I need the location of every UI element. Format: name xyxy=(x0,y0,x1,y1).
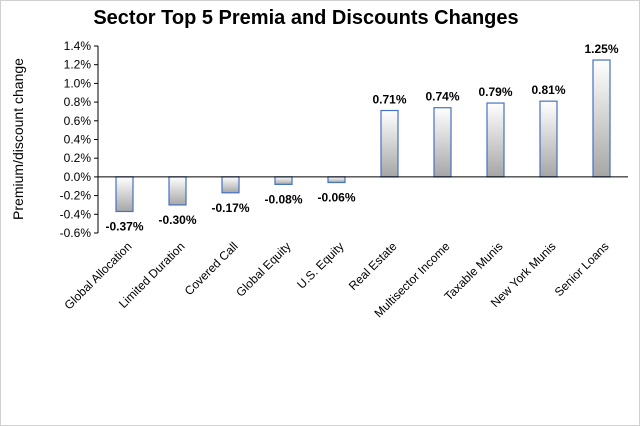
data-label: 0.81% xyxy=(531,83,565,97)
x-tick-label: Real Estate xyxy=(346,239,400,293)
y-tick-label: 0.0% xyxy=(64,170,92,184)
y-tick-label: 1.0% xyxy=(64,76,92,90)
bar-global-equity xyxy=(274,176,293,185)
data-label: 1.25% xyxy=(584,42,618,56)
y-tick-label: 1.4% xyxy=(64,39,92,53)
y-tick-label: 0.8% xyxy=(64,95,92,109)
data-label: -0.17% xyxy=(211,201,249,215)
data-label: -0.37% xyxy=(105,219,143,233)
bar-global-allocation xyxy=(115,176,134,213)
bar-covered-call xyxy=(221,176,240,194)
y-tick-label: -0.4% xyxy=(60,207,92,221)
bar-senior-loans xyxy=(592,59,611,178)
bar-real-estate xyxy=(380,109,399,178)
chart-title: Sector Top 5 Premia and Discounts Change… xyxy=(93,7,519,29)
bar-taxable-munis xyxy=(486,102,505,178)
bar-limited-duration xyxy=(168,176,187,206)
y-tick-label: -0.2% xyxy=(60,189,92,203)
bar-new-york-munis xyxy=(539,100,558,178)
y-tick-label: -0.6% xyxy=(60,226,92,240)
data-label: -0.06% xyxy=(317,191,355,205)
y-tick-label: 0.4% xyxy=(64,133,92,147)
data-label: 0.74% xyxy=(425,90,459,104)
data-label: -0.08% xyxy=(264,192,302,206)
x-tick-label: Covered Call xyxy=(182,239,241,298)
x-tick-label: U.S. Equity xyxy=(294,239,346,291)
data-label: 0.79% xyxy=(478,85,512,99)
y-tick-label: 0.6% xyxy=(64,114,92,128)
y-tick-label: 0.2% xyxy=(64,151,92,165)
bar-multisector-income xyxy=(433,107,452,178)
bars-layer xyxy=(115,59,611,213)
axes-layer xyxy=(94,45,628,234)
y-tick-label: 1.2% xyxy=(64,58,92,72)
data-label: 0.71% xyxy=(372,93,406,107)
bar-u-s-equity xyxy=(327,176,346,184)
data-label: -0.30% xyxy=(158,213,196,227)
x-tick-label: Senior Loans xyxy=(552,239,612,299)
x-tick-label: Global Equity xyxy=(233,239,293,299)
